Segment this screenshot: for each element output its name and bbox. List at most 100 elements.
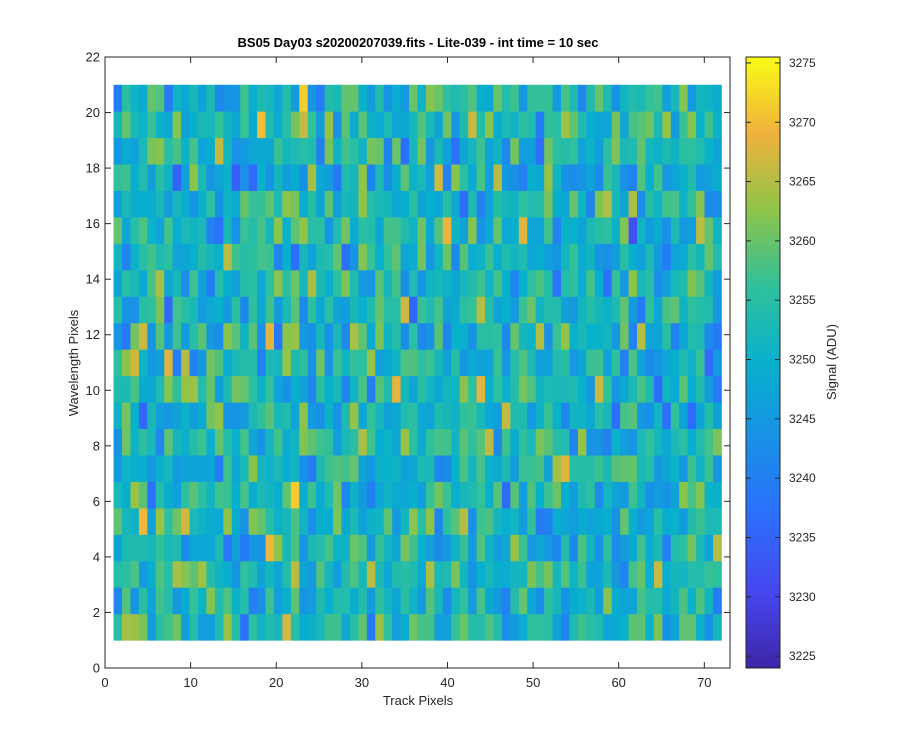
heatmap-cell: [628, 243, 638, 271]
heatmap-cell: [434, 84, 444, 112]
heatmap-cell: [138, 190, 148, 218]
heatmap-cell: [214, 587, 224, 615]
heatmap-cell: [138, 375, 148, 403]
heatmap-cell: [493, 402, 503, 430]
heatmap-cell: [316, 137, 326, 165]
heatmap-cell: [645, 587, 655, 615]
heatmap-cell: [561, 243, 570, 271]
heatmap-cell: [299, 534, 309, 562]
heatmap-cell: [653, 296, 663, 324]
heatmap-cell: [476, 322, 486, 350]
heatmap-cell: [299, 269, 309, 297]
heatmap-cell: [265, 84, 275, 112]
heatmap-cell: [569, 428, 579, 456]
heatmap-cell: [307, 375, 317, 403]
heatmap-cell: [316, 322, 326, 350]
heatmap-cell: [307, 560, 317, 588]
heatmap-cell: [366, 349, 376, 377]
heatmap-cell: [586, 84, 596, 112]
x-tick-label: 40: [440, 675, 454, 690]
heatmap-cell: [147, 534, 157, 562]
heatmap-cell: [569, 269, 579, 297]
heatmap-cell: [349, 428, 359, 456]
heatmap-cell: [645, 217, 655, 244]
heatmap-cell: [333, 349, 342, 377]
heatmap-cell: [417, 296, 427, 324]
heatmap-cell: [679, 164, 689, 191]
heatmap-cell: [569, 137, 579, 165]
heatmap-cell: [451, 481, 461, 509]
heatmap-cell: [518, 613, 528, 641]
heatmap-cell: [349, 402, 359, 430]
heatmap-cell: [181, 613, 190, 641]
heatmap-cell: [113, 481, 123, 509]
heatmap-cell: [282, 455, 292, 482]
heatmap-cell: [341, 322, 351, 350]
heatmap-cell: [130, 613, 140, 641]
heatmap-cell: [645, 375, 655, 403]
heatmap-cell: [265, 560, 275, 588]
heatmap-cell: [620, 455, 629, 482]
heatmap-cell: [476, 534, 486, 562]
heatmap-cell: [662, 296, 672, 324]
heatmap-cell: [603, 375, 613, 403]
heatmap-cell: [569, 164, 579, 191]
heatmap-cell: [231, 137, 241, 165]
heatmap-cell: [257, 190, 266, 218]
heatmap-cell: [358, 613, 368, 641]
heatmap-cell: [366, 164, 376, 191]
heatmap-cell: [138, 507, 148, 535]
heatmap-cell: [282, 587, 292, 615]
heatmap-cell: [155, 560, 165, 588]
heatmap-cell: [400, 534, 410, 562]
heatmap-cell: [341, 587, 351, 615]
heatmap-cell: [122, 560, 131, 588]
heatmap-cell: [704, 375, 714, 403]
heatmap-cell: [518, 560, 528, 588]
heatmap-cell: [333, 375, 342, 403]
heatmap-cell: [265, 613, 275, 641]
heatmap-cell: [155, 137, 165, 165]
heatmap-cell: [341, 296, 351, 324]
heatmap-cell: [265, 507, 275, 535]
heatmap-cell: [501, 349, 511, 377]
heatmap-cell: [349, 375, 359, 403]
heatmap-cell: [679, 481, 689, 509]
heatmap-cell: [316, 111, 326, 139]
heatmap-cell: [181, 402, 190, 430]
heatmap-cell: [442, 111, 452, 139]
heatmap-cell: [155, 322, 165, 350]
heatmap-cell: [333, 428, 342, 456]
heatmap-cell: [586, 349, 596, 377]
heatmap-cell: [425, 455, 435, 482]
heatmap-cell: [510, 507, 520, 535]
heatmap-cell: [687, 269, 697, 297]
heatmap-cell: [206, 296, 216, 324]
heatmap-cell: [265, 587, 275, 615]
heatmap-cell: [485, 164, 494, 191]
heatmap-cell: [653, 111, 663, 139]
heatmap-cell: [662, 190, 672, 218]
heatmap-cell: [113, 375, 123, 403]
heatmap-cell: [535, 560, 545, 588]
heatmap-cell: [451, 137, 461, 165]
heatmap-cell: [383, 111, 393, 139]
heatmap-cell: [645, 613, 655, 641]
heatmap-cell: [383, 375, 393, 403]
heatmap-cell: [290, 164, 300, 191]
heatmap-cell: [713, 349, 722, 377]
heatmap-cell: [214, 428, 224, 456]
heatmap-cell: [358, 587, 368, 615]
heatmap-cell: [299, 190, 309, 218]
heatmap-cell: [155, 507, 165, 535]
heatmap-cell: [392, 402, 402, 430]
heatmap-cell: [290, 269, 300, 297]
heatmap-cell: [535, 402, 545, 430]
heatmap-cell: [662, 322, 672, 350]
heatmap-cell: [645, 455, 655, 482]
heatmap-cell: [273, 217, 283, 244]
heatmap-cell: [122, 269, 131, 297]
heatmap-cell: [265, 375, 275, 403]
heatmap-cell: [138, 217, 148, 244]
heatmap-cell: [620, 137, 629, 165]
